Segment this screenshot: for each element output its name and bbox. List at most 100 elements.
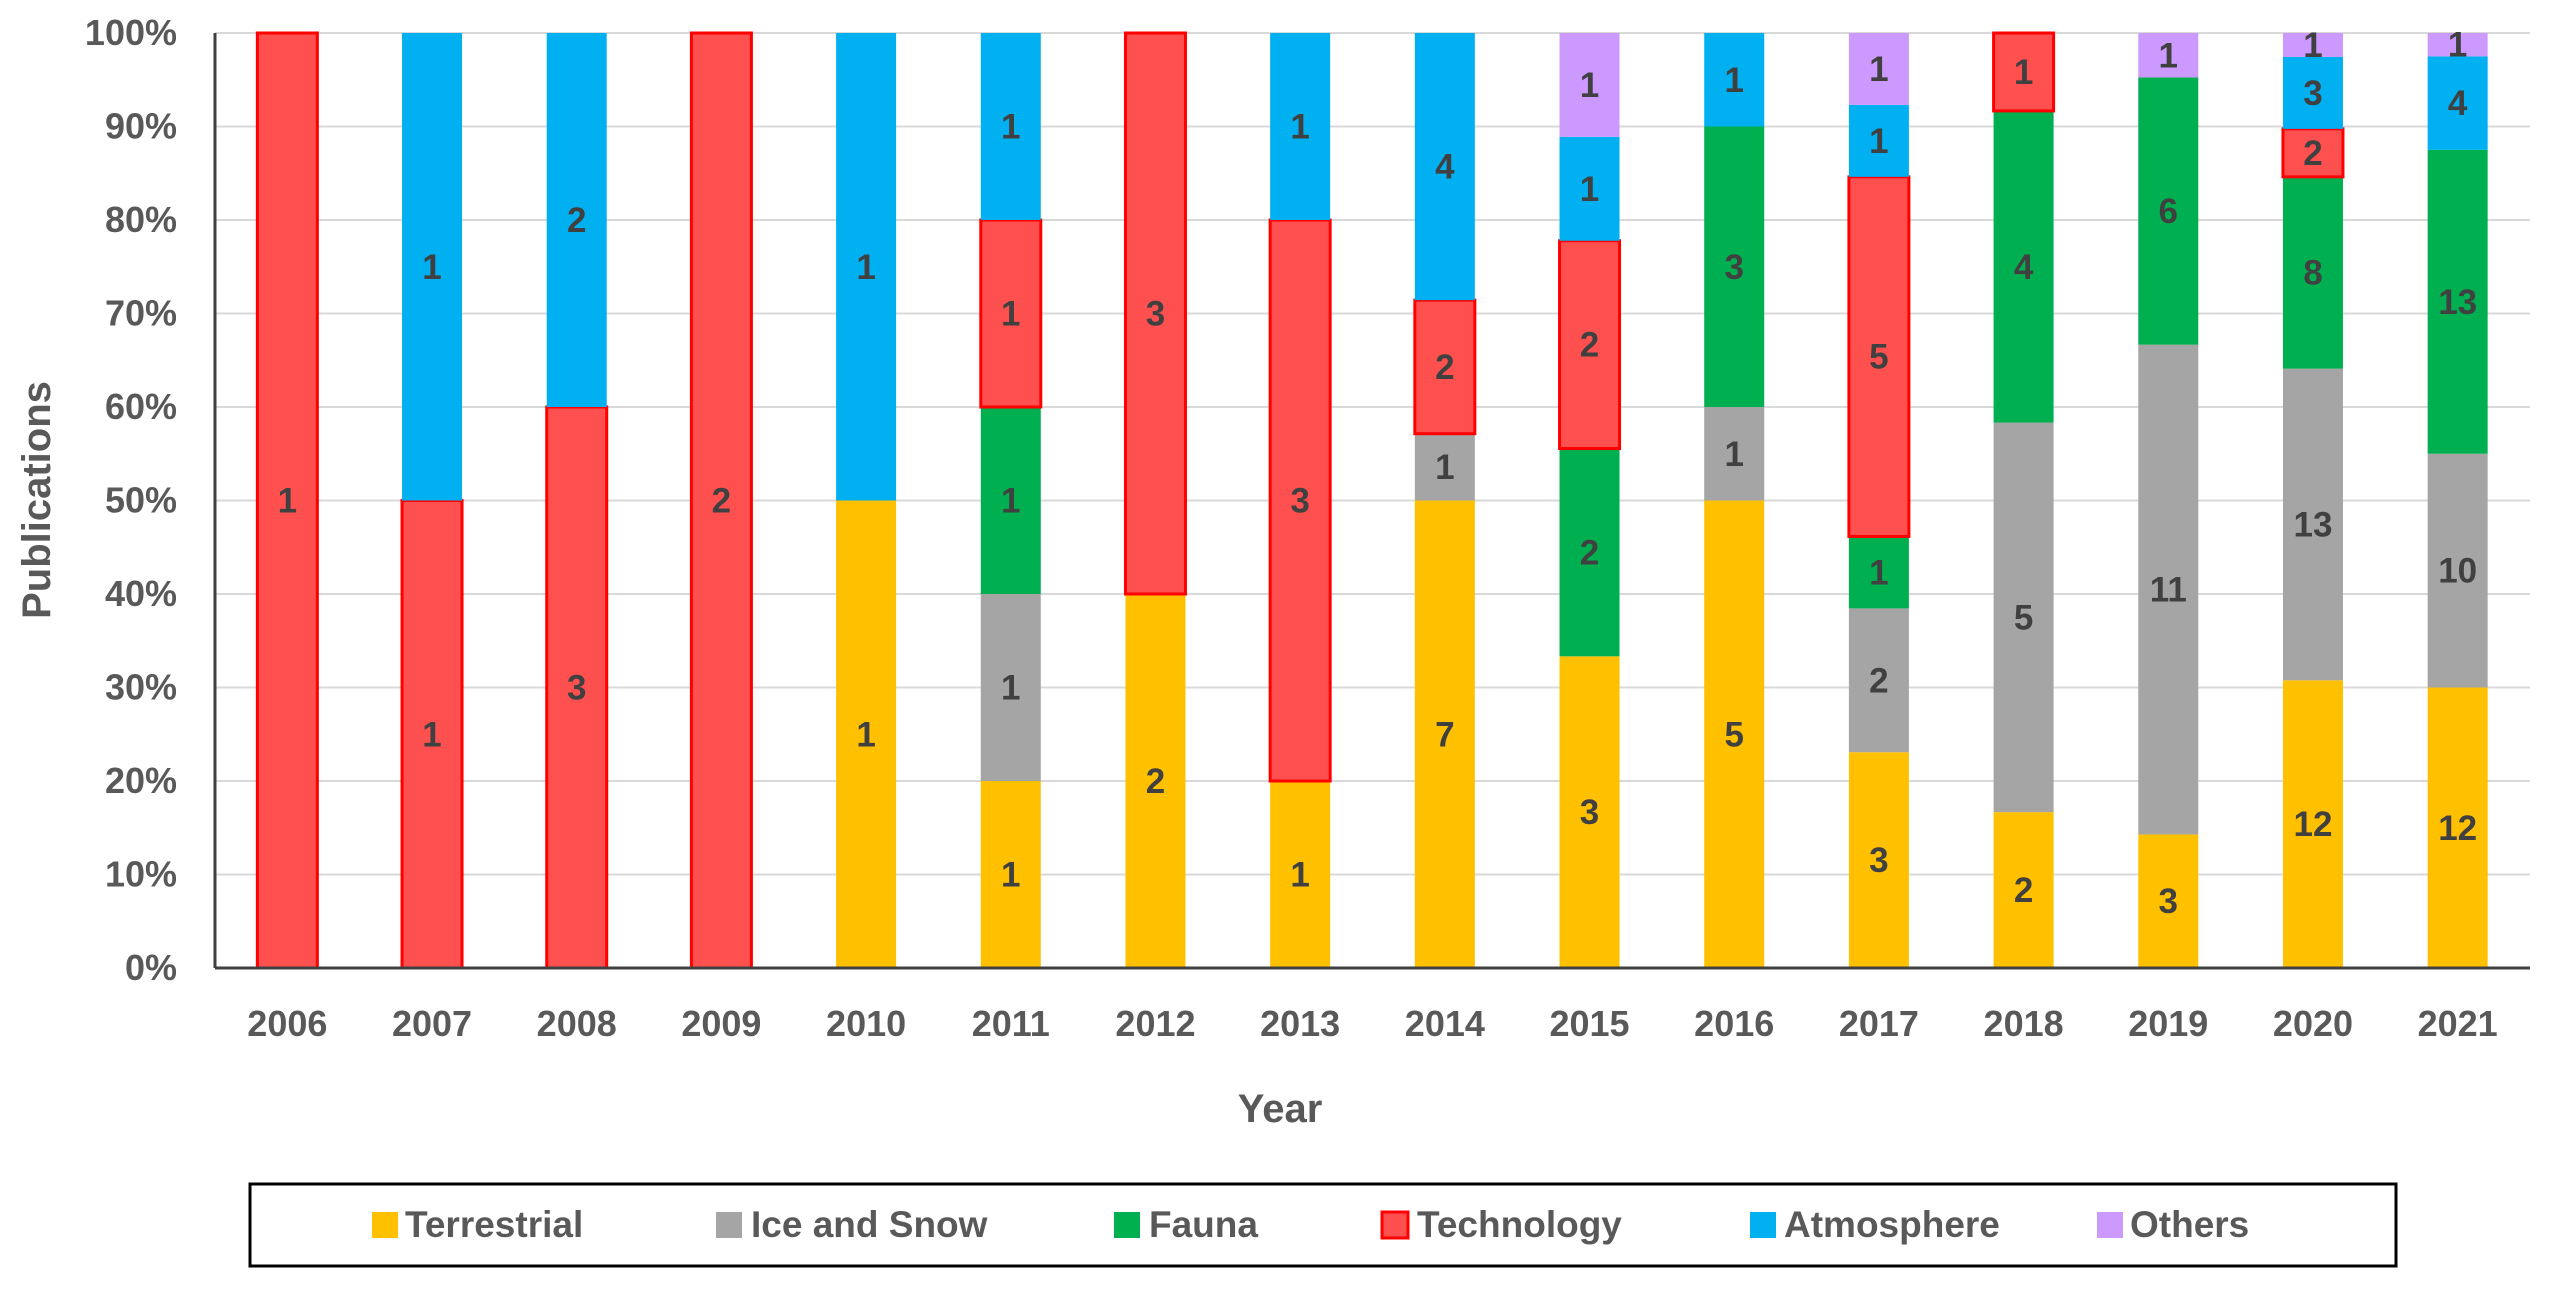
data-labels: 1113221111111231317124322115131321511254… <box>278 26 2478 922</box>
bar-segment <box>1414 33 1475 301</box>
bar-segment <box>1848 608 1909 753</box>
bar-segment <box>1559 136 1620 241</box>
legend-label: Others <box>2130 1204 2249 1245</box>
bar-segment <box>1992 31 2056 113</box>
data-label: 5 <box>1869 338 1888 377</box>
x-tick-label: 2010 <box>826 1003 906 1044</box>
y-tick-label: 30% <box>105 667 177 708</box>
data-label: 5 <box>2014 598 2033 637</box>
y-tick-label: 20% <box>105 760 177 801</box>
legend-label: Ice and Snow <box>751 1204 988 1245</box>
data-label: 4 <box>2448 84 2468 123</box>
x-tick-label: 2013 <box>1260 1003 1340 1044</box>
data-label: 2 <box>1580 326 1599 365</box>
data-label: 13 <box>2294 505 2333 544</box>
bar-segment <box>1993 812 2054 968</box>
data-label: 2 <box>567 201 586 240</box>
data-label: 13 <box>2438 283 2477 322</box>
bar-segment <box>1413 298 1477 436</box>
y-tick-labels: 0% 10% 20% 30% 40% 50% 60% 70% 80% 90% 100% <box>85 12 177 988</box>
data-label: 3 <box>2303 74 2322 113</box>
bar-segment <box>1414 500 1475 968</box>
legend-swatch <box>372 1212 398 1238</box>
legend-swatch <box>716 1212 742 1238</box>
bar-segment <box>1847 175 1911 538</box>
data-label: 3 <box>1869 841 1888 880</box>
data-label: 1 <box>1724 435 1743 474</box>
bar-segment <box>2281 127 2345 179</box>
bar-segment <box>1848 104 1909 177</box>
bar-segment <box>1848 752 1909 968</box>
bar-segment <box>2427 56 2488 150</box>
bar-segment <box>689 31 753 970</box>
x-tick-label: 2009 <box>681 1003 761 1044</box>
data-label: 1 <box>422 248 441 287</box>
data-label: 3 <box>1724 248 1743 287</box>
legend-label: Technology <box>1417 1204 1622 1245</box>
bar-segment <box>1268 218 1332 783</box>
data-label: 2 <box>2303 134 2322 173</box>
bar-segment <box>1559 448 1620 657</box>
data-label: 12 <box>2294 805 2333 844</box>
data-label: 1 <box>2448 26 2467 65</box>
bar-segment <box>1123 31 1187 596</box>
bar-segment <box>1848 536 1909 609</box>
data-label: 1 <box>1724 61 1743 100</box>
bar-segment <box>836 33 897 501</box>
data-label: 1 <box>1001 295 1020 334</box>
bar-segment <box>2282 368 2343 681</box>
data-label: 2 <box>712 482 731 521</box>
data-label: 2 <box>1580 533 1599 572</box>
data-label: 1 <box>1001 482 1020 521</box>
y-tick-label: 90% <box>105 106 177 147</box>
data-label: 2 <box>2014 871 2033 910</box>
bar-segment <box>1270 33 1331 220</box>
x-tick-label: 2007 <box>392 1003 472 1044</box>
data-label: 1 <box>1869 553 1888 592</box>
x-tick-label: 2006 <box>247 1003 327 1044</box>
data-label: 3 <box>567 669 586 708</box>
data-label: 1 <box>2159 36 2178 75</box>
bar-segment <box>836 500 897 968</box>
bar-segment <box>1704 407 1765 501</box>
bar-segment <box>2427 149 2488 454</box>
data-label: 1 <box>278 482 297 521</box>
bar-segment <box>1993 422 2054 813</box>
legend-swatch <box>2097 1212 2123 1238</box>
y-tick-label: 40% <box>105 573 177 614</box>
data-label: 10 <box>2438 552 2477 591</box>
legend-swatch <box>1380 1210 1410 1240</box>
bar-segment <box>2138 33 2199 78</box>
bar-segment <box>1704 500 1765 968</box>
bar-segment <box>1993 110 2054 423</box>
data-label: 1 <box>1001 108 1020 147</box>
y-axis-title: Publications <box>15 381 59 619</box>
bar-segment <box>1558 239 1622 451</box>
data-label: 12 <box>2438 809 2477 848</box>
bar-segment <box>1848 33 1909 105</box>
bar-segment <box>255 31 319 970</box>
data-label: 1 <box>1001 856 1020 895</box>
bar-segment <box>2282 56 2343 129</box>
x-tick-label: 2019 <box>2128 1003 2208 1044</box>
y-tick-label: 0% <box>125 947 177 988</box>
data-label: 3 <box>1146 295 1165 334</box>
x-axis-title: Year <box>1238 1087 1323 1131</box>
data-label: 1 <box>1001 669 1020 708</box>
bar-segment <box>1414 433 1475 501</box>
bar-segment <box>402 33 463 501</box>
bar-segment <box>1559 656 1620 968</box>
x-tick-label: 2018 <box>1984 1003 2064 1044</box>
bar-segment <box>2282 680 2343 968</box>
data-label: 1 <box>1580 66 1599 105</box>
x-tick-label: 2017 <box>1839 1003 1919 1044</box>
x-tick-label: 2012 <box>1115 1003 1195 1044</box>
bar-segment <box>980 407 1041 594</box>
legend-box <box>248 1182 2398 1268</box>
data-label: 1 <box>856 715 875 754</box>
y-tick-label: 80% <box>105 199 177 240</box>
axes <box>213 33 2530 970</box>
data-label: 3 <box>2159 882 2178 921</box>
bar-segment <box>2427 453 2488 688</box>
y-tick-label: 10% <box>105 854 177 895</box>
